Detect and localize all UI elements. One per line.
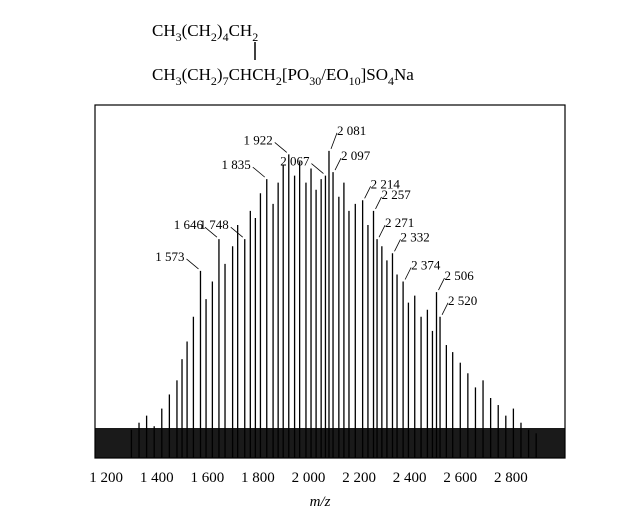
- subscript: 7: [223, 74, 229, 88]
- subscript: 30: [309, 74, 321, 88]
- subscript: 10: [349, 74, 361, 88]
- peak-label: 2 257: [382, 187, 412, 202]
- baseline-noise: [95, 428, 565, 458]
- subscript: 4: [388, 74, 394, 88]
- leader-line: [274, 142, 288, 153]
- leader-line: [364, 186, 371, 199]
- peak-label: 2 067: [280, 154, 310, 169]
- formula-part: (CH: [182, 21, 211, 40]
- formula-part: ): [217, 65, 223, 84]
- leader-line: [375, 196, 382, 210]
- x-axis-label: m/z: [310, 494, 331, 510]
- formula-part: CH: [152, 65, 176, 84]
- peak-label: 2 506: [444, 268, 474, 283]
- formula-part: (CH: [182, 65, 211, 84]
- formula-part: Na: [394, 65, 414, 84]
- leader-line: [438, 277, 445, 291]
- formula-part: CH: [229, 21, 253, 40]
- peak-label: 1 748: [200, 217, 229, 232]
- subscript: 2: [252, 30, 258, 44]
- formula-part: ]SO: [361, 65, 388, 84]
- subscript: 3: [176, 74, 182, 88]
- peak-label: 1 835: [222, 157, 251, 172]
- leader-line: [186, 258, 199, 270]
- peak-label: 1 646: [174, 217, 204, 232]
- x-tick-label: 1 800: [241, 470, 275, 486]
- leader-line: [334, 157, 342, 171]
- formula-part: ): [217, 21, 223, 40]
- peak-label: 2 271: [385, 215, 414, 230]
- formula-line1: CH3(CH2)4CH2: [152, 21, 258, 44]
- leader-line: [252, 166, 266, 178]
- leader-line: [230, 226, 244, 238]
- peak-label: 2 081: [337, 123, 366, 138]
- x-tick-label: 1 600: [190, 470, 224, 486]
- peak-label: 2 097: [341, 148, 371, 163]
- x-tick-label: 2 400: [393, 470, 427, 486]
- subscript: 3: [176, 30, 182, 44]
- leader-line: [441, 302, 449, 315]
- leader-line: [404, 267, 412, 280]
- peak-label: 2 374: [411, 258, 441, 273]
- x-tick-label: 1 400: [140, 470, 174, 486]
- x-tick-label: 2 200: [342, 470, 376, 486]
- peak-label: 2 332: [400, 229, 429, 244]
- formula-part: CHCH: [229, 65, 276, 84]
- leader-line: [378, 224, 386, 238]
- subscript: 2: [211, 74, 217, 88]
- x-tick-label: 2 800: [494, 470, 528, 486]
- peak-label: 2 520: [448, 293, 477, 308]
- peak-label: 2 214: [371, 176, 401, 191]
- plot-frame: [94, 104, 566, 459]
- peak-label: 1 922: [244, 132, 273, 147]
- x-tick-label: 1 200: [89, 470, 123, 486]
- subscript: 4: [223, 30, 229, 44]
- formula-part: /EO: [321, 65, 348, 84]
- subscript: 2: [211, 30, 217, 44]
- x-tick-label: 2 000: [292, 470, 326, 486]
- x-tick-label: 2 600: [443, 470, 477, 486]
- leader-line: [394, 239, 401, 252]
- leader-line: [330, 132, 338, 150]
- leader-line: [311, 163, 324, 174]
- subscript: 2: [276, 74, 282, 88]
- peak-label: 1 573: [155, 249, 184, 264]
- formula-line2: CH3(CH2)7CHCH2[PO30/EO10]SO4Na: [152, 65, 414, 88]
- formula-part: CH: [152, 21, 176, 40]
- formula-part: [PO: [282, 65, 309, 84]
- leader-line: [204, 226, 218, 238]
